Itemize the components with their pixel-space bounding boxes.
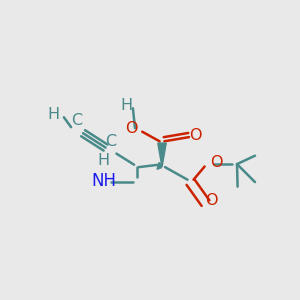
Text: O: O: [210, 155, 222, 170]
Polygon shape: [158, 143, 166, 167]
Text: H: H: [98, 153, 110, 168]
Text: C: C: [105, 134, 117, 149]
Text: H: H: [47, 107, 59, 122]
Text: O: O: [125, 121, 138, 136]
Text: NH: NH: [91, 172, 116, 190]
Text: O: O: [189, 128, 201, 143]
Text: C: C: [71, 113, 82, 128]
Text: H: H: [120, 98, 132, 113]
Text: O: O: [205, 193, 217, 208]
